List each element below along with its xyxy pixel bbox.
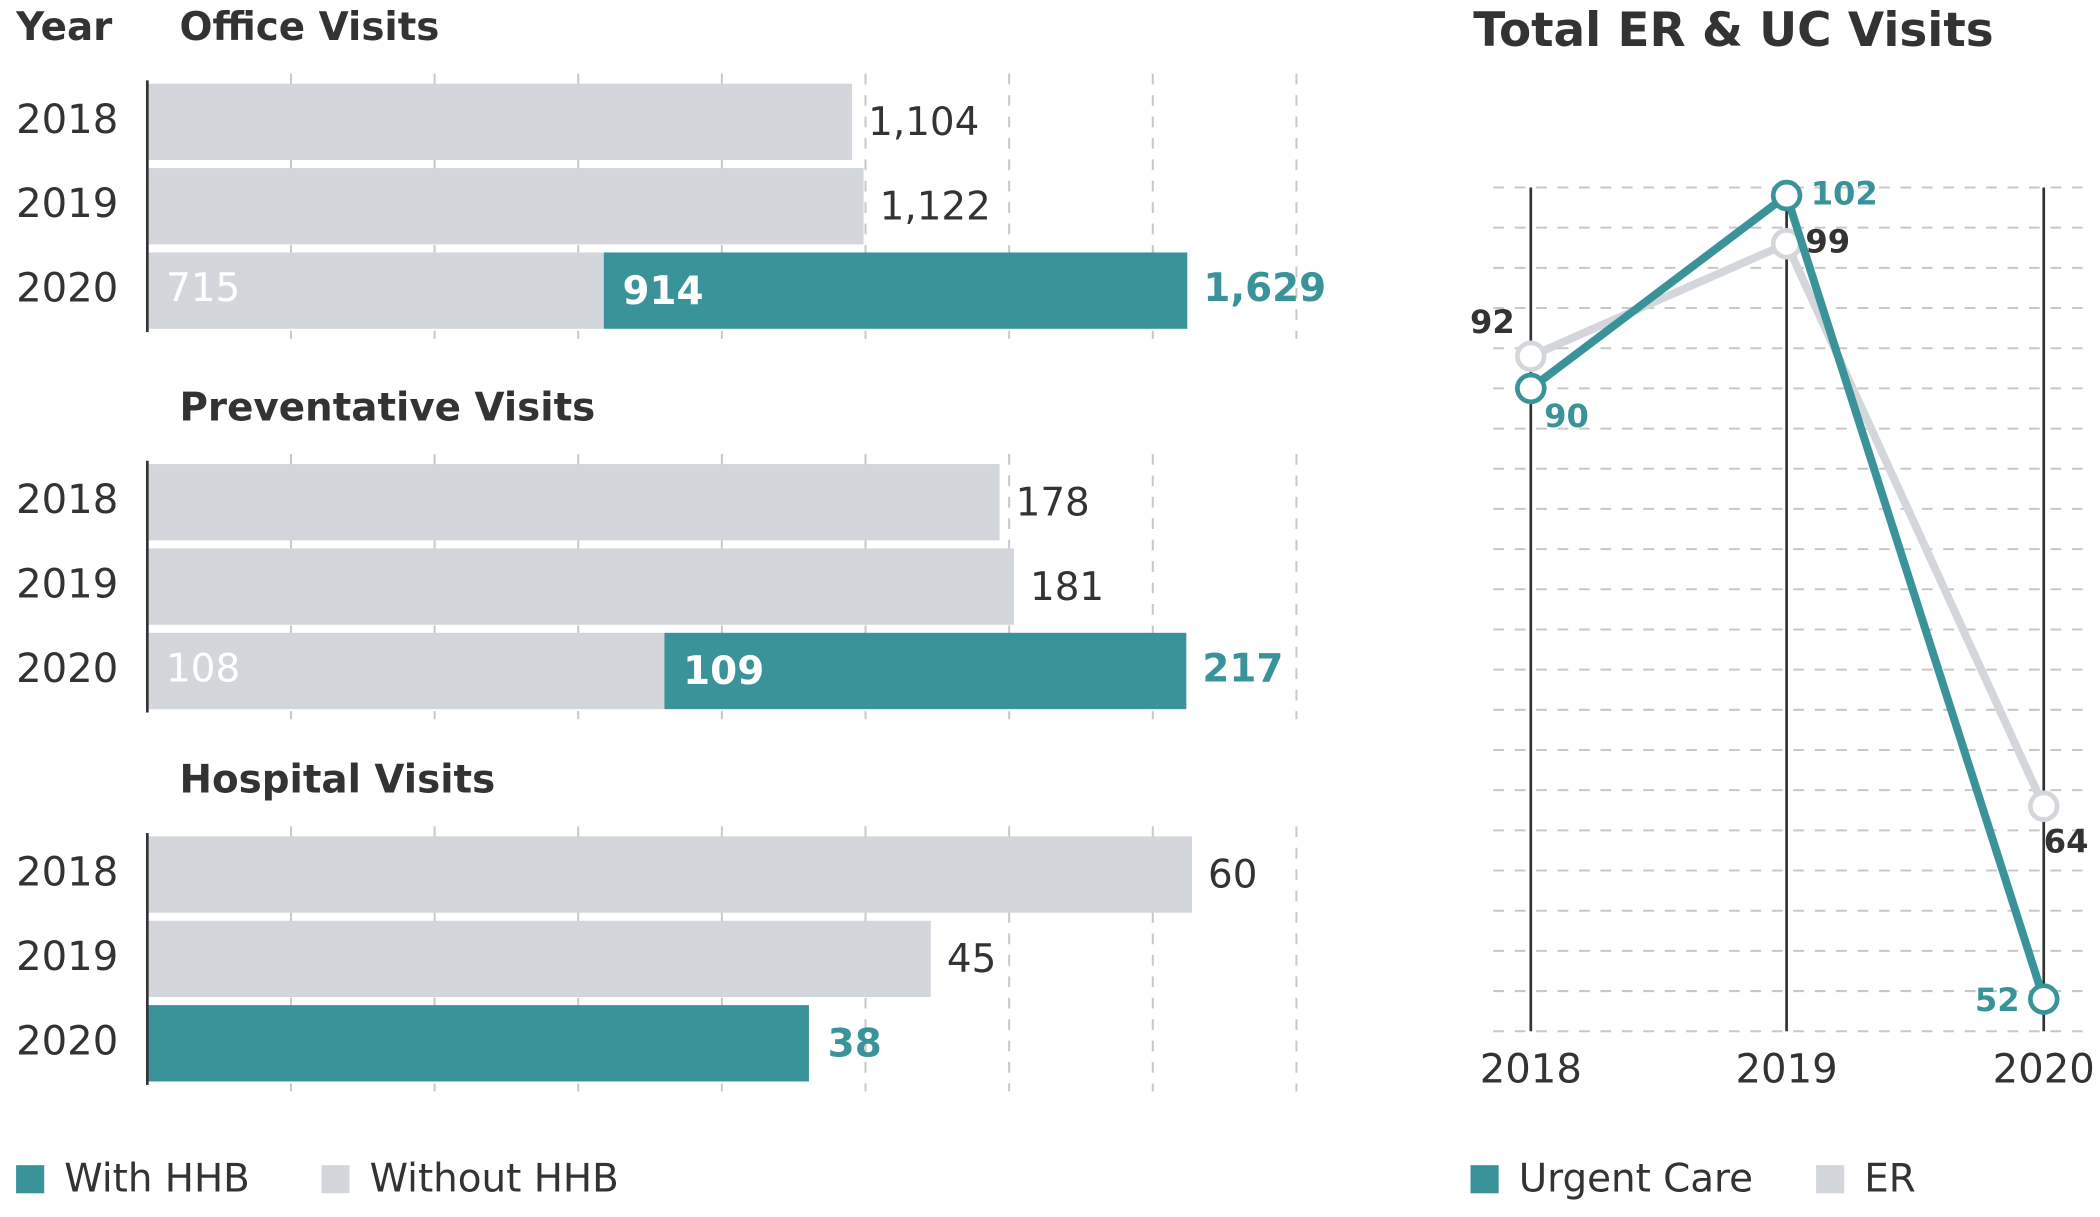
bar-label: 108 <box>166 646 240 691</box>
legend-label: Urgent Care <box>1519 1157 1753 1202</box>
bar-label: 715 <box>166 266 240 311</box>
x-tick-label: 2018 <box>1480 1046 1582 1092</box>
bar <box>147 464 1000 541</box>
bar-label: 38 <box>828 1021 882 1066</box>
bar <box>147 548 1014 625</box>
point <box>1515 372 1547 405</box>
y-tick-label: 2018 <box>16 97 118 143</box>
y-tick-label: 2019 <box>16 934 118 980</box>
point-label: 90 <box>1544 397 1589 435</box>
chart-title: Office Visits <box>179 5 439 50</box>
y-tick-label: 2019 <box>16 181 118 227</box>
x-tick-label: 2020 <box>1993 1046 2095 1092</box>
point-label: 52 <box>1975 981 2020 1019</box>
point-label: 92 <box>1470 303 1515 341</box>
y-tick-label: 2019 <box>16 562 118 608</box>
bar <box>147 632 665 710</box>
legend-swatch <box>321 1165 350 1194</box>
bar <box>147 168 864 245</box>
bar <box>664 632 1187 710</box>
legend-swatch <box>16 1165 45 1194</box>
bar <box>147 252 604 329</box>
bar-label: 178 <box>1016 480 1090 525</box>
bar-label: 914 <box>623 269 704 314</box>
point <box>1515 340 1547 372</box>
y-axis-label: Year <box>15 5 113 50</box>
chart-title: Preventative Visits <box>179 385 595 430</box>
bar <box>147 1005 809 1082</box>
point-label: 64 <box>2044 823 2089 861</box>
y-tick-label: 2020 <box>16 1018 118 1064</box>
y-tick-label: 2020 <box>16 646 118 692</box>
total-label: 217 <box>1202 646 1283 691</box>
legend-label: Without HHB <box>370 1157 619 1202</box>
bar-label: 181 <box>1030 565 1104 610</box>
point-label: 102 <box>1811 175 1878 213</box>
y-tick-label: 2018 <box>16 477 118 523</box>
bar-label: 1,104 <box>868 100 979 145</box>
legend-label: With HHB <box>64 1157 250 1202</box>
chart-title: Hospital Visits <box>179 758 495 803</box>
chart-title: Total ER & UC Visits <box>1473 3 1993 58</box>
bar <box>147 83 853 161</box>
x-tick-label: 2019 <box>1736 1046 1838 1092</box>
bar-label: 60 <box>1208 853 1257 898</box>
total-label: 1,629 <box>1203 266 1326 311</box>
legend-swatch <box>1470 1165 1499 1194</box>
bar <box>147 836 1192 913</box>
legend-swatch <box>1816 1165 1845 1194</box>
point <box>1770 179 1803 212</box>
bar <box>147 920 931 998</box>
y-tick-label: 2018 <box>16 850 118 896</box>
bar-label: 1,122 <box>880 184 991 229</box>
bar-label: 45 <box>947 937 996 982</box>
point-label: 99 <box>1805 223 1850 261</box>
bar-label: 109 <box>683 649 764 694</box>
bar <box>603 252 1188 329</box>
legend-label: ER <box>1864 1157 1916 1202</box>
point <box>2028 790 2060 822</box>
point <box>2028 983 2060 1015</box>
y-tick-label: 2020 <box>16 266 118 312</box>
